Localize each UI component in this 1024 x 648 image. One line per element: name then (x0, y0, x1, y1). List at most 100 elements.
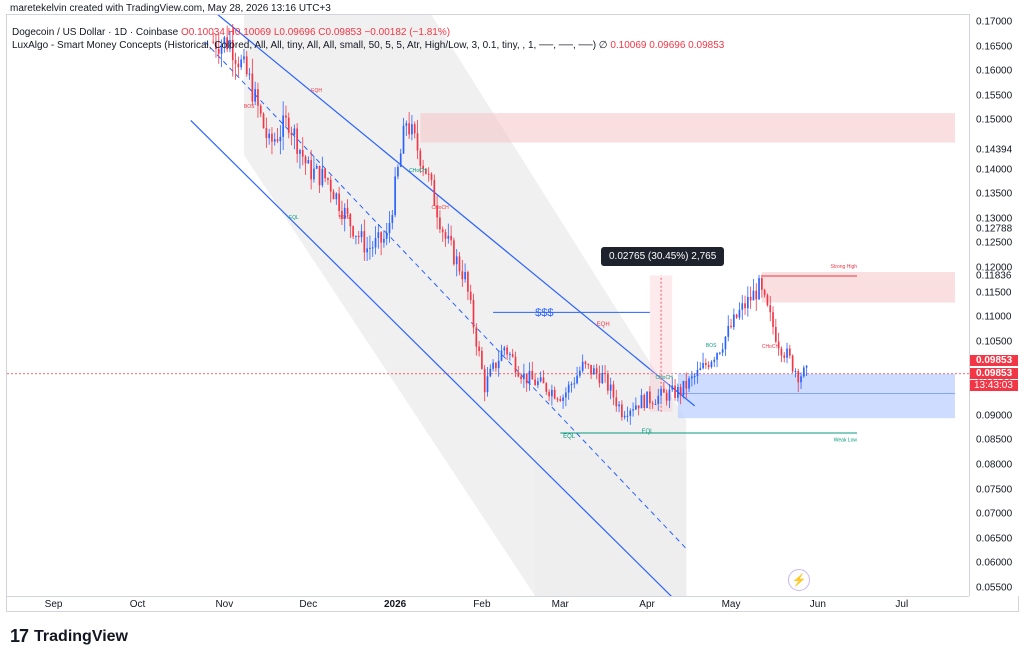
candle-body (691, 376, 693, 379)
candle-body (307, 160, 310, 164)
candle-body (576, 375, 578, 384)
supply-zone (761, 272, 955, 303)
candle-body (573, 383, 576, 385)
time-tick: Oct (129, 599, 146, 610)
candle-body (374, 238, 377, 248)
candle-body (285, 115, 287, 118)
candle-body (635, 405, 637, 410)
candle-body (455, 256, 458, 265)
candle-body (430, 173, 433, 180)
luxalgo-lightning-icon[interactable]: ⚡ (788, 569, 810, 591)
weak-low-label: Weak Low (834, 437, 858, 443)
price-tick: 0.07500 (976, 484, 1013, 496)
candle-body (343, 207, 346, 219)
candle-body (523, 373, 525, 380)
candle-body (458, 256, 461, 272)
candle-body (217, 49, 220, 54)
candle-body (629, 410, 632, 416)
candle-body (509, 354, 511, 356)
candle-body (287, 117, 290, 133)
candle-body (355, 235, 357, 237)
candle-body (324, 168, 326, 179)
candle-body (500, 350, 503, 361)
candle-body (369, 247, 371, 249)
candle-body (800, 376, 802, 383)
candle-body (615, 397, 618, 407)
candle-body (450, 235, 452, 241)
candle-body (436, 205, 438, 218)
candle-body (766, 295, 769, 306)
candle-body (755, 290, 758, 300)
candle-body (296, 128, 298, 154)
candle-body (520, 376, 522, 380)
candle-body (231, 39, 234, 61)
candle-body (780, 348, 783, 356)
candle-body (590, 364, 592, 375)
candle-body (503, 347, 506, 351)
candle-body (696, 370, 699, 377)
candle-body (346, 207, 349, 215)
choch-label-3: CHoCH (655, 375, 673, 381)
candle-body (469, 291, 472, 300)
candle-body (749, 296, 752, 301)
candle-body (623, 415, 626, 418)
candle-body (514, 356, 517, 373)
channel-upper-line (217, 15, 696, 407)
candle-body (654, 404, 657, 406)
candle-body (626, 415, 629, 417)
candle-body (399, 153, 402, 167)
candle-body (262, 113, 265, 129)
last-price-badge: 0.09853 (970, 355, 1018, 366)
candle-body (534, 379, 536, 386)
bos-label: BOS (244, 104, 255, 110)
candle-body (248, 73, 251, 75)
candle-body (461, 271, 464, 280)
candle-body (464, 272, 466, 280)
candle-body (271, 133, 273, 142)
candle-body (688, 378, 690, 389)
candle-body (783, 355, 786, 358)
candle-body (321, 168, 324, 186)
candle-body (349, 214, 352, 227)
candle-body (738, 309, 741, 318)
candle-body (567, 384, 570, 393)
candle-body (304, 156, 307, 164)
candle-body (371, 247, 374, 249)
candle-body (716, 353, 718, 360)
price-tick: 0.13000 (976, 213, 1013, 225)
candle-body (710, 361, 713, 368)
candle-body (609, 384, 612, 391)
candle-body (481, 350, 483, 369)
candle-body (788, 348, 791, 356)
candle-body (707, 364, 710, 368)
tradingview-logo[interactable]: 17 TradingView (10, 626, 128, 647)
candle-body (377, 232, 380, 239)
candle-body (472, 299, 475, 328)
price-tick: 0.11000 (976, 311, 1012, 323)
candle-body (797, 371, 800, 383)
candle-body (335, 193, 338, 200)
candle-body (593, 368, 595, 375)
candle-body (657, 395, 660, 405)
candle-body (310, 160, 312, 180)
price-tick: 0.12788 (976, 223, 1013, 235)
candle-body (761, 278, 763, 290)
last-price-badge-secondary: 0.09853 (970, 368, 1018, 379)
candle-body (685, 380, 688, 389)
eqh-label: EQH (597, 322, 610, 328)
candle-body (769, 305, 772, 313)
candle-body (553, 389, 556, 399)
candle-body (475, 327, 478, 347)
candle-body (741, 303, 744, 310)
time-tick: Nov (215, 599, 234, 610)
price-axis[interactable]: 0.17000 0.16500 0.16000 0.15500 0.15000 0.143… (969, 14, 1019, 596)
time-axis[interactable]: Sep Oct Nov Dec 2026 Feb Mar Apr May Jun Jul (6, 596, 969, 612)
candle-body (265, 128, 268, 139)
candle-body (425, 168, 427, 174)
candle-body (665, 392, 668, 401)
eqh-label-top: EQH (311, 88, 322, 94)
candle-body (618, 404, 620, 407)
candle-body (467, 272, 469, 292)
candle-body (385, 233, 388, 239)
